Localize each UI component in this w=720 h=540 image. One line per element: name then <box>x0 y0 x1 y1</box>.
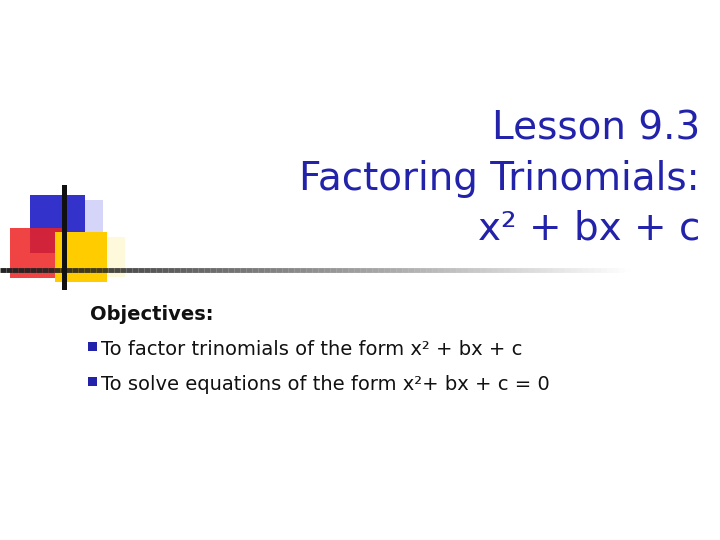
Bar <box>88 342 97 351</box>
Text: Factoring Trinomials:: Factoring Trinomials: <box>300 160 700 198</box>
Text: Objectives:: Objectives: <box>90 305 214 324</box>
Text: To solve equations of the form x²+ bx + c = 0: To solve equations of the form x²+ bx + … <box>101 375 550 394</box>
Bar <box>55 232 107 282</box>
Bar <box>85 200 103 248</box>
Bar <box>10 228 65 278</box>
Bar <box>30 195 85 253</box>
Text: To factor trinomials of the form x² + bx + c: To factor trinomials of the form x² + bx… <box>101 340 523 359</box>
Bar <box>62 185 67 290</box>
Bar <box>88 377 97 386</box>
Text: x² + bx + c: x² + bx + c <box>477 210 700 248</box>
Text: Lesson 9.3: Lesson 9.3 <box>492 110 700 148</box>
Bar <box>107 237 125 277</box>
